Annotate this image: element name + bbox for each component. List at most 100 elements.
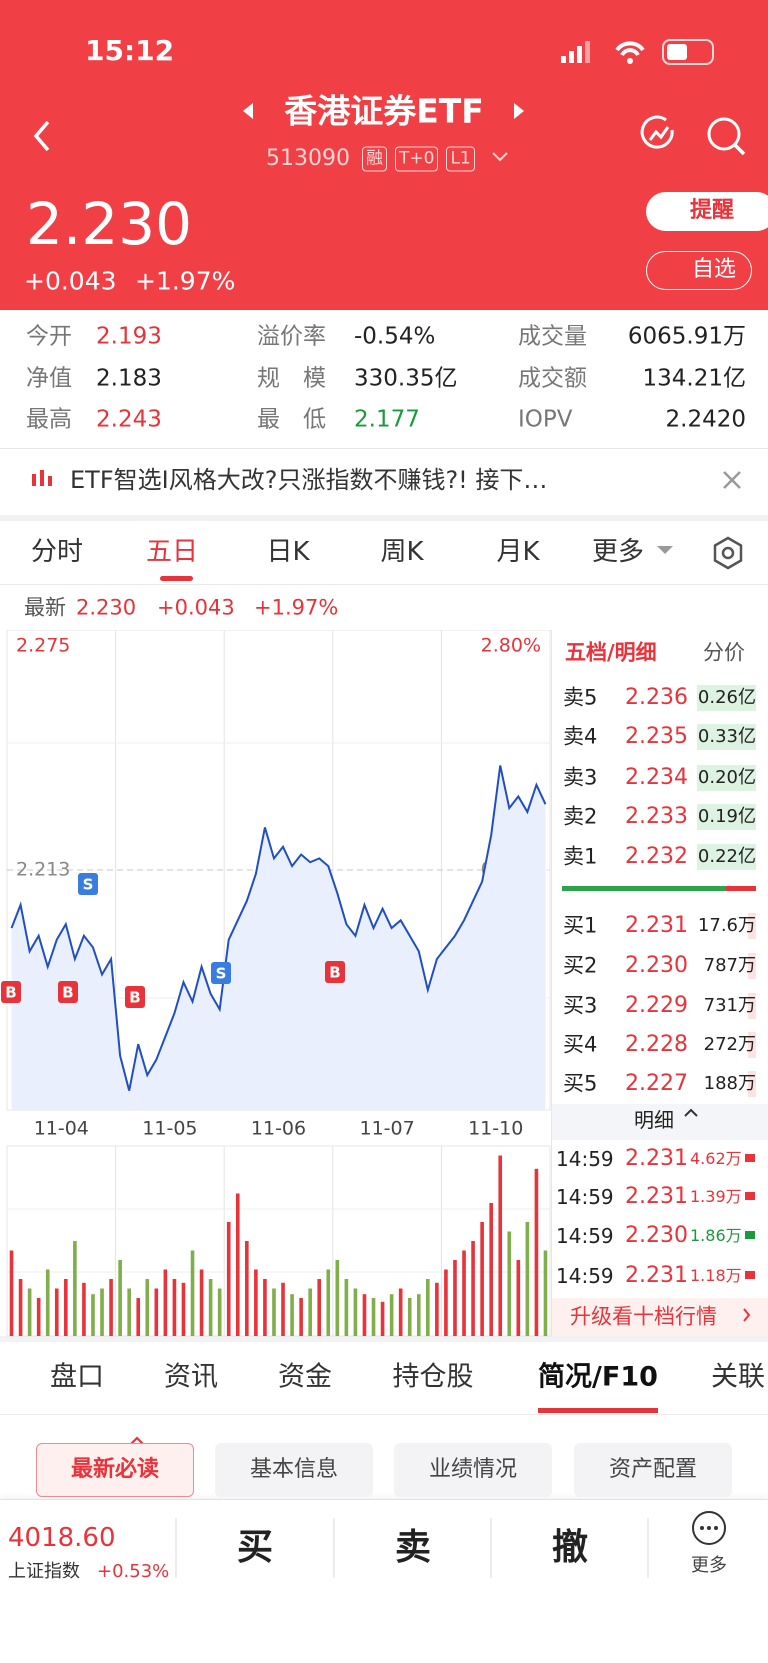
- settings-button[interactable]: [713, 536, 743, 570]
- bid-label: 买4: [563, 1032, 598, 1057]
- next-arrow[interactable]: [514, 103, 524, 119]
- bottom-tab[interactable]: 资讯: [164, 1361, 218, 1393]
- volume-bar: [154, 1288, 159, 1336]
- tab-underline: [160, 576, 193, 581]
- trade-marker-label: B: [62, 984, 73, 1002]
- tab[interactable]: 分时: [30, 537, 84, 567]
- title: 香港证券ETF: [284, 91, 484, 131]
- ask-price: 2.236: [625, 685, 688, 710]
- tab[interactable]: 月K: [496, 537, 540, 567]
- volume-frame: [6, 1145, 551, 1337]
- index-caret: [130, 1436, 144, 1445]
- orderbook-mode[interactable]: 分价: [703, 640, 745, 665]
- chip[interactable]: [574, 1443, 732, 1497]
- bottom-tab[interactable]: 资金: [278, 1361, 332, 1393]
- latest-pct: +1.97%: [254, 595, 339, 620]
- refresh-button[interactable]: [640, 115, 674, 149]
- ask-volume: 0.19亿: [697, 806, 756, 827]
- detail-caret: [684, 1108, 698, 1117]
- bottom-tab[interactable]: 简况/F10: [538, 1361, 658, 1393]
- volume-bar: [344, 1279, 349, 1336]
- battery-level: [667, 44, 687, 60]
- volume-bar: [9, 1250, 14, 1336]
- volume-bar: [426, 1279, 430, 1336]
- watch-button[interactable]: [646, 251, 752, 290]
- trade-marker: [78, 873, 98, 895]
- prev-arrow[interactable]: [243, 103, 253, 119]
- detail-title[interactable]: 明细: [634, 1108, 674, 1132]
- tab[interactable]: 日K: [266, 537, 310, 567]
- volume-bar: [326, 1269, 331, 1336]
- ask-price: 2.232: [625, 844, 688, 869]
- remind-button[interactable]: [646, 192, 768, 231]
- volume-bar: [136, 1298, 141, 1336]
- trade-time: 14:59: [556, 1185, 614, 1209]
- search-button[interactable]: [707, 117, 741, 151]
- tab[interactable]: 更多: [591, 537, 645, 567]
- buy-button[interactable]: 买: [236, 1527, 274, 1568]
- volume-bar: [199, 1269, 204, 1336]
- volume-bar: [335, 1260, 340, 1336]
- index-name: 上证指数: [8, 1561, 80, 1582]
- banner-icon: [32, 470, 52, 486]
- banner-close[interactable]: [723, 471, 741, 489]
- ask-volume-bg: [697, 685, 756, 711]
- trade-volume: 1.39万: [690, 1187, 742, 1206]
- trade-marker: [58, 981, 78, 1003]
- code: 513090: [266, 146, 350, 171]
- trade-direction: [745, 1154, 755, 1162]
- upgrade[interactable]: 升级看十档行情: [570, 1304, 717, 1329]
- bottom-tab[interactable]: 盘口: [50, 1361, 104, 1393]
- dropdown-arrow[interactable]: [492, 152, 508, 162]
- bid-price: 2.227: [625, 1071, 688, 1096]
- chip-label: 最新必读: [70, 1457, 160, 1482]
- volume-bar: [272, 1288, 276, 1336]
- x-tick-label: 11-07: [359, 1118, 414, 1140]
- bid-volume-bg: [748, 953, 756, 979]
- volume-bar: [353, 1288, 358, 1336]
- sell-button[interactable]: 卖: [394, 1527, 432, 1568]
- price-line: [10, 765, 547, 1091]
- back-button[interactable]: [33, 120, 50, 152]
- stats-bg: [0, 448, 768, 449]
- more-button[interactable]: [692, 1511, 726, 1545]
- ask-volume: 0.26亿: [697, 687, 756, 708]
- chip[interactable]: [394, 1443, 552, 1497]
- watch-label[interactable]: 自选: [692, 257, 737, 282]
- tab[interactable]: 五日: [145, 537, 199, 567]
- bottom-tab[interactable]: 关联: [711, 1361, 765, 1393]
- more-dots: [700, 1526, 718, 1530]
- upgrade-bg: [552, 1298, 768, 1336]
- chip[interactable]: [215, 1443, 373, 1497]
- upgrade-arrow: [743, 1308, 751, 1322]
- cancel-button[interactable]: 撤: [551, 1527, 589, 1568]
- ask-label: 卖2: [563, 804, 598, 829]
- ask-volume-bg: [697, 844, 756, 870]
- tabs-sep: [0, 584, 768, 585]
- y2-tick-label: 2.80%: [481, 635, 541, 657]
- ask-volume-bg: [697, 765, 756, 791]
- tag: 融: [362, 146, 387, 172]
- bottom-tab[interactable]: 持仓股: [392, 1361, 474, 1393]
- trade-price: 2.230: [625, 1223, 688, 1248]
- stat-label: 最高: [26, 406, 72, 433]
- tab[interactable]: 周K: [380, 537, 424, 567]
- remind-label[interactable]: 提醒: [690, 198, 735, 223]
- stat-value: 2.177: [354, 406, 420, 433]
- y-tick-label: 2.275: [16, 635, 70, 657]
- bid-volume: 731万: [703, 995, 756, 1016]
- chip[interactable]: [36, 1443, 194, 1497]
- header-icons: [33, 39, 746, 162]
- bid-volume-bg: [748, 913, 756, 939]
- more-label[interactable]: 更多: [691, 1555, 727, 1576]
- banner-text[interactable]: ETF智选I风格大改?只涨指数不赚钱?! 接下…: [70, 466, 548, 494]
- bid-volume: 188万: [703, 1073, 756, 1094]
- stat-label: IOPV: [518, 406, 573, 433]
- chip-label: 业绩情况: [428, 1457, 518, 1482]
- bid-volume-bg: [748, 1071, 756, 1097]
- trade-direction: [745, 1231, 755, 1239]
- trade-volume: 4.62万: [690, 1149, 742, 1168]
- volume-bar: [254, 1269, 258, 1336]
- orderbook-title: 五档/明细: [565, 640, 657, 665]
